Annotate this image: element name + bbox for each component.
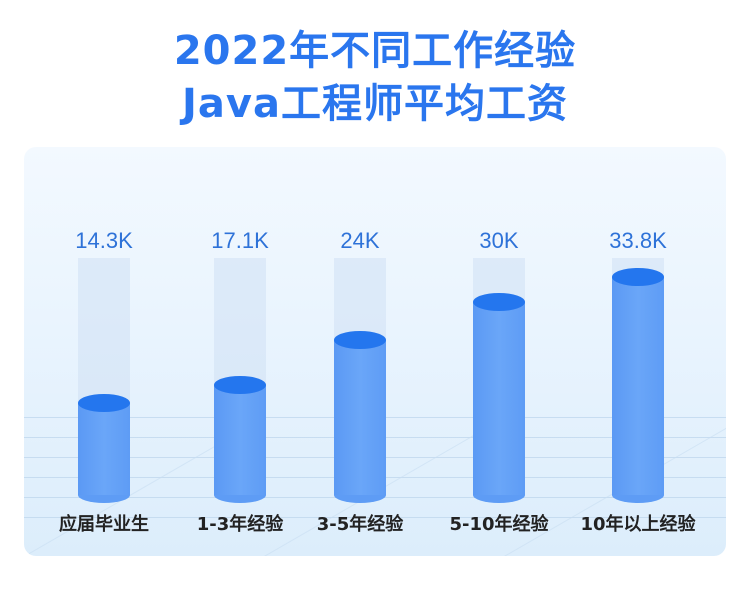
value-label: 33.8K (609, 228, 667, 253)
bar-cap (473, 292, 525, 311)
bar-cap (214, 375, 266, 394)
category-label: 应届毕业生 (59, 514, 149, 535)
bar-body (214, 384, 266, 495)
bar-track (78, 258, 130, 403)
bar-body (612, 276, 664, 495)
category-label: 10年以上经验 (580, 514, 696, 535)
chart-title-line1: 2022年不同工作经验 (173, 28, 577, 74)
bar-body (334, 340, 386, 495)
bar-body (473, 301, 525, 495)
bar-track (334, 258, 386, 341)
value-label: 14.3K (75, 228, 133, 253)
bar-track (214, 258, 266, 385)
grid-line (24, 517, 726, 518)
category-label: 5-10年经验 (449, 514, 549, 535)
bar-cap (78, 393, 130, 412)
bar-cap (612, 267, 664, 286)
chart-title-line2: Java工程师平均工资 (182, 81, 568, 127)
bar-body (78, 402, 130, 495)
category-label: 3-5年经验 (316, 514, 404, 535)
bar-cap (334, 331, 386, 350)
value-label: 24K (340, 228, 380, 253)
category-label: 1-3年经验 (196, 514, 284, 535)
value-label: 30K (479, 228, 519, 253)
value-label: 17.1K (211, 228, 269, 253)
